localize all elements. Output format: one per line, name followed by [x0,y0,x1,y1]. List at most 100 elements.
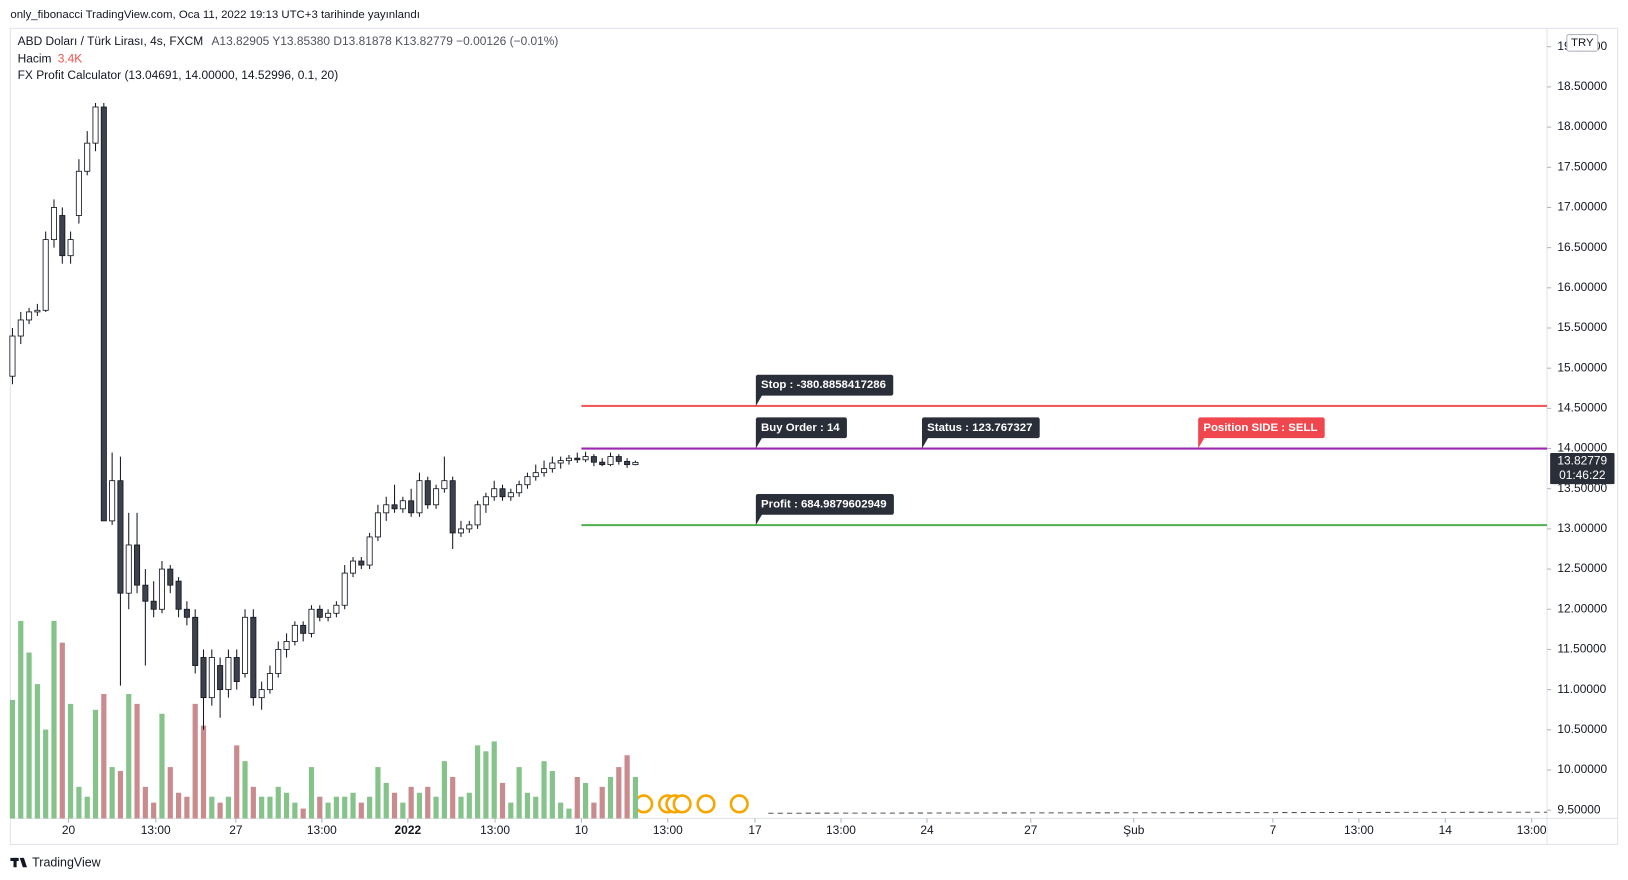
volume-bar [558,802,564,819]
volume-bar [616,767,622,819]
volume-bar [400,802,406,819]
volume-bar [458,796,464,819]
volume-bar [209,796,215,819]
event-icons [634,794,749,814]
candle-body [349,560,357,574]
candle-body [183,608,190,618]
x-tick-label: 13:00 [1517,823,1547,837]
candle-body [308,608,315,634]
volume-bar [450,776,456,819]
y-tick-label: 15.00000 [1557,360,1607,374]
volume-bar [624,755,630,819]
volume-bar [117,771,124,819]
x-tick-label: 24 [920,823,934,837]
volume-bar [159,713,165,819]
level-label-box [921,417,1040,439]
x-tick-label: 27 [229,823,243,837]
countdown-label: 01:46:22 [1559,468,1606,482]
level-label-text: Position SIDE : SELL [1203,422,1317,434]
x-tick-label: 13:00 [480,823,510,837]
volume-bar [433,796,439,819]
y-tick-label: 15.50000 [1557,320,1607,334]
y-tick-label: 10.50000 [1557,722,1607,736]
y-tick-label: 12.50000 [1557,561,1607,575]
candles [9,102,639,730]
volume-bar [292,802,298,819]
volume-bar [142,786,148,819]
candle-body [516,484,523,494]
volume-bar [383,782,389,819]
volume-bar [508,802,514,819]
x-tick-label: 10 [575,823,589,837]
level-label: Stop : -380.8858417286 [755,374,894,406]
volume-bar [300,808,306,819]
y-tick-label: 9.50000 [1557,802,1601,816]
logo-part [19,857,27,868]
volume-bar [524,792,531,819]
volume-bar [200,725,207,819]
symbol: ABD Doları / Türk Lirası, 4s, FXCM [18,34,204,48]
volume-bar [491,741,497,819]
volume-bar [317,796,323,819]
volume-bar [541,761,547,819]
y-tick-label: 11.50000 [1557,642,1606,656]
candle-body [499,488,506,498]
projection-line [768,811,1548,814]
candle-body [507,492,514,498]
currency-box [1566,34,1599,52]
volume-bar [599,786,605,819]
volume-bar [151,802,157,819]
volume-bar [18,620,24,819]
y-tick-label: 18.00000 [1557,119,1607,133]
level-label-text: Profit : 684.9879602949 [761,498,887,510]
volume-bar [184,796,190,819]
candle-body [84,142,91,172]
candle-body [491,488,498,498]
volume-bar [126,694,132,819]
volume-bar [175,792,182,819]
candle-body [67,239,74,257]
volume-bar [275,786,281,819]
candle-body [217,665,224,691]
candle-body [532,472,539,478]
volume-bar [101,694,107,819]
volume-bar [26,652,32,819]
level-label-pointer [755,436,764,449]
level-label-pointer [755,393,764,406]
level-label-text: Buy Order : 14 [761,422,840,434]
volume-bar [242,761,248,819]
candle-body [457,528,465,534]
volume-bar [283,792,290,819]
candle-body [75,170,82,216]
volume-bar [84,796,90,819]
volume-bar [43,729,49,819]
candle-body [433,488,440,506]
x-tick-label: Şub [1123,823,1145,837]
candle-body [34,309,41,313]
volume-bar [167,767,173,819]
candle-body [374,512,381,538]
volume-bar [516,767,522,819]
candle-body [333,604,340,614]
x-tick-label: 17 [748,823,762,837]
volume-bar [68,703,74,819]
x-tick-label: 13:00 [653,823,683,837]
y-tick-label: 14.00000 [1557,441,1607,455]
candle-body [441,480,448,490]
logo-part [13,857,17,868]
candle-body [109,480,116,522]
last-price-label: 13.82779 [1557,453,1607,467]
candle-body [208,657,215,699]
candle-body [92,106,99,144]
volume-bar [391,792,398,819]
candle-body [482,496,489,506]
y-tick-label: 12.00000 [1557,601,1607,615]
y-tick-label: 13.00000 [1557,521,1607,535]
level-label-box [755,493,894,515]
candle-body [449,480,456,534]
volume-bar [632,776,639,819]
candle-body [9,335,16,377]
candle-body [474,504,481,526]
x-tick-label: 13:00 [1344,823,1374,837]
